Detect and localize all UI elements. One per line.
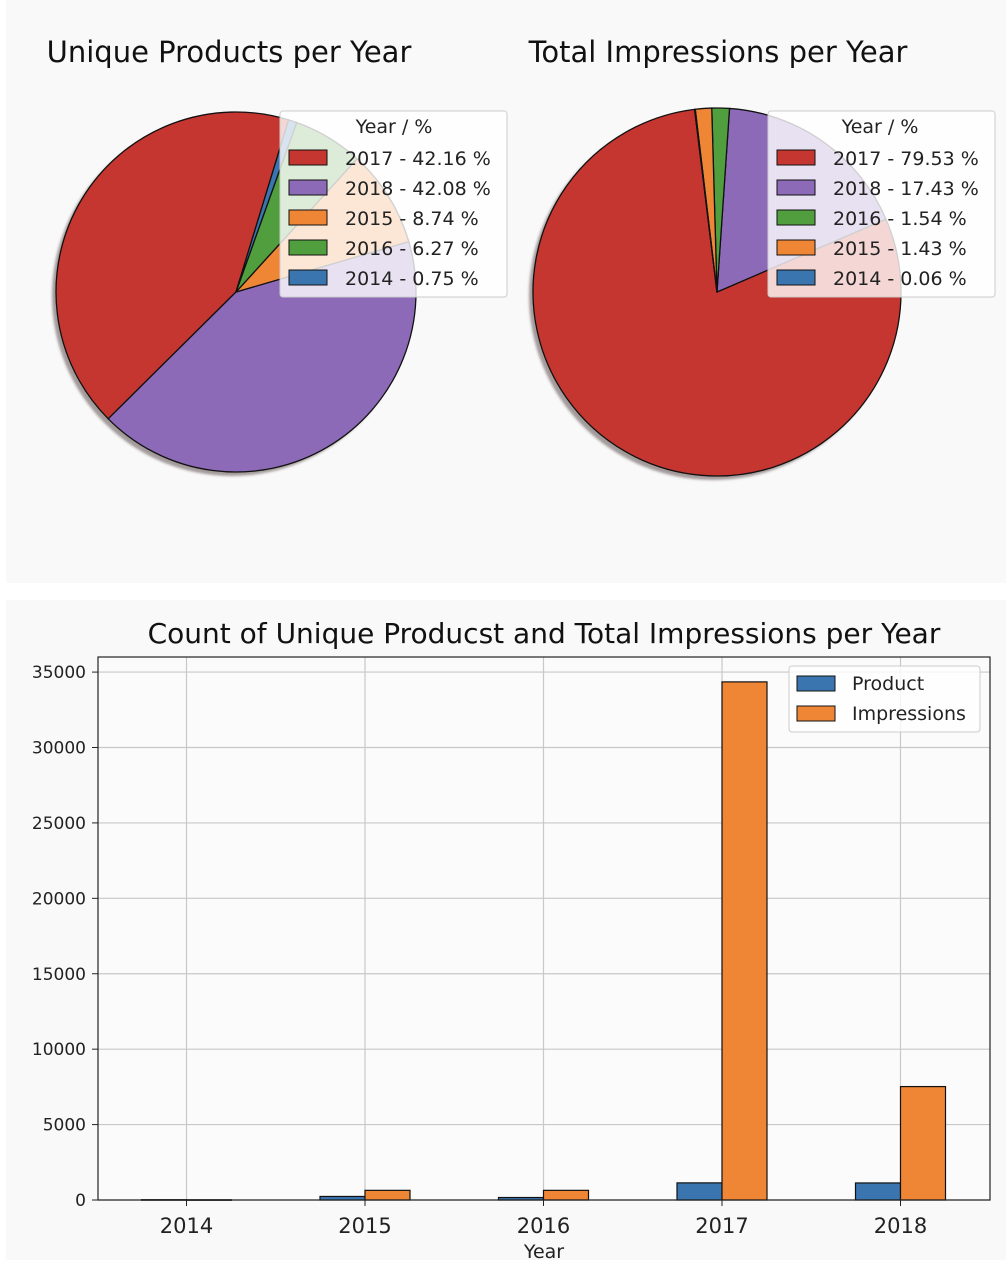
legend-label-2016: 2016 - 1.54 % (833, 208, 967, 230)
legend-swatch-2014 (776, 269, 816, 286)
pie-slice-2017 (55, 111, 290, 420)
bar-impressions-2018 (899, 1085, 947, 1201)
legend-title: Year / % (355, 116, 433, 138)
y-axis-ticks: 0 5000 10000 15000 20000 25000 30000 35000 (32, 663, 98, 1211)
y-tick-label: 15000 (32, 965, 86, 985)
bar-legend: Product Impressions (788, 665, 981, 733)
bar-product-2017 (676, 1182, 723, 1201)
y-tick-label: 35000 (32, 663, 86, 683)
x-axis-label: Year (523, 1241, 564, 1260)
y-tick-label: 0 (75, 1191, 86, 1211)
pie-figure: Unique Products per Year Year / % 2017 -… (6, 0, 1006, 583)
y-tick-label: 5000 (43, 1116, 86, 1136)
legend-label-product: Product (852, 673, 924, 695)
bars (140, 681, 947, 1201)
y-tick-label: 10000 (32, 1040, 86, 1060)
legend-label-2015: 2015 - 8.74 % (345, 208, 479, 230)
x-tick-label-2016: 2016 (517, 1214, 570, 1238)
legend-label-impressions: Impressions (852, 703, 966, 725)
legend-swatch-2016 (776, 209, 816, 226)
pie-chart-products: Unique Products per Year Year / % 2017 -… (47, 35, 508, 476)
legend-label-2016: 2016 - 6.27 % (345, 238, 479, 260)
y-tick-label: 25000 (32, 814, 86, 834)
legend-label-2015: 2015 - 1.43 % (833, 238, 967, 260)
x-axis-ticks: 2014 2015 2016 2017 2018 (160, 1200, 927, 1238)
bar-chart-title: Count of Unique Producst and Total Impre… (148, 617, 941, 650)
bar-impressions-2015 (364, 1189, 411, 1201)
bar-impressions-2017 (721, 681, 768, 1201)
y-tick-label: 30000 (32, 739, 86, 759)
legend-label-2018: 2018 - 17.43 % (833, 178, 979, 200)
bar-product-2018 (854, 1182, 902, 1201)
legend-label-2014: 2014 - 0.06 % (833, 268, 967, 290)
pie-legend-products: Year / % 2017 - 42.16 % 2018 - 42.08 % 201… (279, 110, 508, 298)
legend-swatch-2015 (288, 209, 328, 226)
pie-legend-impressions: Year / % 2017 - 79.53 % 2018 - 17.43 % 201… (767, 110, 996, 298)
legend-swatch-2018 (288, 179, 328, 196)
legend-label-2014: 2014 - 0.75 % (345, 268, 479, 290)
legend-swatch-2016 (288, 239, 328, 256)
legend-label-2018: 2018 - 42.08 % (345, 178, 491, 200)
x-tick-label-2018: 2018 (874, 1214, 927, 1238)
legend-label-2017: 2017 - 42.16 % (345, 148, 491, 170)
legend-swatch-2018 (776, 179, 816, 196)
legend-swatch-2017 (776, 149, 816, 166)
legend-title: Year / % (841, 116, 919, 138)
pie-title-products: Unique Products per Year (47, 35, 412, 69)
legend-swatch-2017 (288, 149, 328, 166)
pie-slice-2018 (107, 240, 417, 473)
x-tick-label-2015: 2015 (338, 1214, 391, 1238)
pie-chart-impressions: Total Impressions per Year Year / % 2017… (528, 35, 996, 480)
pie-charts-svg: Unique Products per Year Year / % 2017 -… (47, 35, 996, 480)
x-tick-label-2014: 2014 (160, 1214, 213, 1238)
legend-label-2017: 2017 - 79.53 % (833, 148, 979, 170)
bar-chart-svg: Count of Unique Producst and Total Impre… (32, 617, 991, 1263)
pie-slice-2014 (693, 108, 718, 293)
y-tick-label: 20000 (32, 889, 86, 909)
x-tick-label-2017: 2017 (695, 1214, 748, 1238)
legend-swatch-2015 (776, 239, 816, 256)
legend-swatch-impressions (796, 705, 836, 722)
pie-title-impressions: Total Impressions per Year (528, 35, 908, 69)
legend-swatch-product (796, 675, 836, 692)
bar-figure: Count of Unique Producst and Total Impre… (6, 600, 1006, 1263)
bar-impressions-2016 (542, 1189, 590, 1201)
legend-swatch-2014 (288, 269, 328, 286)
